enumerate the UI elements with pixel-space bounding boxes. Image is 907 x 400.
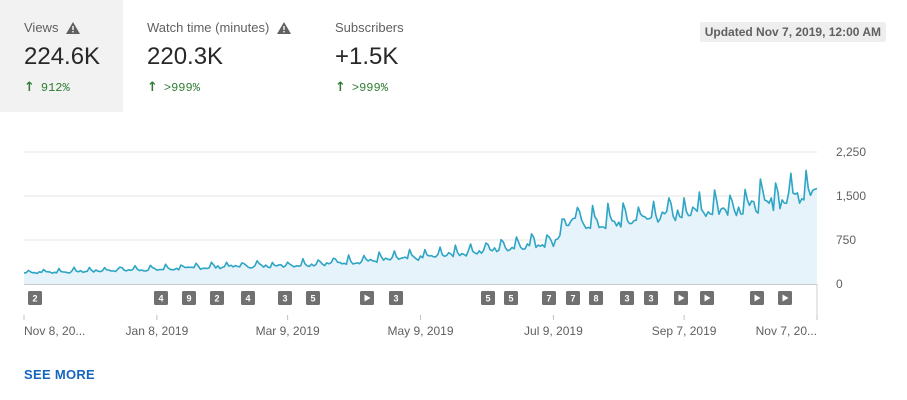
marker-label: 5 bbox=[508, 294, 513, 304]
marker-label: 7 bbox=[546, 294, 551, 304]
views-chart[interactable]: 2,250 1,500 750 0 2 4 9 2 4 3 5 3 5 5 7 7 8 3 3 Nov 8, 20..… bbox=[0, 130, 907, 345]
video-count-marker bbox=[620, 291, 634, 305]
marker-label: 5 bbox=[485, 294, 490, 304]
y-tick-label: 750 bbox=[836, 233, 856, 247]
video-count-marker bbox=[210, 291, 224, 305]
y-tick-label: 2,250 bbox=[836, 145, 866, 159]
x-tick-label: May 9, 2019 bbox=[387, 324, 453, 338]
play-icon bbox=[704, 294, 711, 302]
marker-label: 2 bbox=[214, 294, 219, 304]
warning-icon[interactable] bbox=[66, 21, 81, 34]
metric-value: 220.3K bbox=[147, 43, 224, 70]
video-count-marker bbox=[28, 291, 42, 305]
marker-label: 3 bbox=[624, 294, 629, 304]
updated-badge: Updated Nov 7, 2019, 12:00 AM bbox=[699, 22, 886, 42]
marker-label: 9 bbox=[186, 294, 191, 304]
marker-label: 3 bbox=[282, 294, 287, 304]
play-icon bbox=[782, 294, 789, 302]
marker-label: 8 bbox=[593, 294, 598, 304]
video-count-marker bbox=[542, 291, 556, 305]
play-icon bbox=[364, 294, 371, 302]
metric-value: +1.5K bbox=[335, 43, 399, 70]
metric-label: Subscribers bbox=[335, 20, 404, 35]
metric-value: 224.6K bbox=[24, 43, 101, 70]
marker-label: 3 bbox=[393, 294, 398, 304]
y-tick-label: 0 bbox=[836, 277, 843, 291]
x-tick-label: Nov 7, 20... bbox=[756, 324, 817, 338]
video-count-marker bbox=[481, 291, 495, 305]
metric-change: >999% bbox=[163, 80, 200, 95]
x-tick-label: Jan 8, 2019 bbox=[126, 324, 189, 338]
marker-label: 7 bbox=[570, 294, 575, 304]
metric-watch-time[interactable]: Watch time (minutes) 220.3K ↑ >999% bbox=[123, 0, 311, 112]
marker-label: 3 bbox=[648, 294, 653, 304]
arrow-up-icon: ↑ bbox=[24, 80, 35, 95]
arrow-up-icon: ↑ bbox=[335, 80, 346, 95]
video-count-marker bbox=[566, 291, 580, 305]
video-count-marker bbox=[241, 291, 255, 305]
video-count-marker bbox=[389, 291, 403, 305]
views-line bbox=[23, 169, 818, 275]
x-tick-label: Mar 9, 2019 bbox=[256, 324, 320, 338]
views-area bbox=[24, 170, 817, 284]
warning-icon[interactable] bbox=[277, 21, 292, 34]
metric-label: Views bbox=[24, 20, 59, 35]
play-icon bbox=[678, 294, 685, 302]
metric-change: >999% bbox=[351, 80, 388, 95]
metric-label: Watch time (minutes) bbox=[147, 20, 270, 35]
x-tick-label: Jul 9, 2019 bbox=[524, 324, 583, 338]
x-tick-label: Nov 8, 20... bbox=[24, 324, 85, 338]
video-count-marker bbox=[278, 291, 292, 305]
marker-label: 2 bbox=[32, 294, 37, 304]
y-tick-label: 1,500 bbox=[836, 189, 866, 203]
arrow-up-icon: ↑ bbox=[147, 80, 158, 95]
marker-label: 5 bbox=[310, 294, 315, 304]
video-count-marker bbox=[644, 291, 658, 305]
video-count-marker bbox=[182, 291, 196, 305]
see-more-link[interactable]: SEE MORE bbox=[24, 367, 96, 382]
metric-change: 912% bbox=[40, 80, 70, 95]
video-count-marker bbox=[154, 291, 168, 305]
metric-views[interactable]: Views 224.6K ↑ 912% bbox=[0, 0, 123, 112]
play-icon bbox=[754, 294, 761, 302]
video-count-marker bbox=[589, 291, 603, 305]
marker-label: 4 bbox=[158, 294, 163, 304]
video-count-marker bbox=[504, 291, 518, 305]
marker-label: 4 bbox=[245, 294, 250, 304]
x-tick-label: Sep 7, 2019 bbox=[652, 324, 717, 338]
video-count-marker bbox=[306, 291, 320, 305]
metric-subscribers[interactable]: Subscribers +1.5K ↑ >999% bbox=[311, 0, 481, 112]
